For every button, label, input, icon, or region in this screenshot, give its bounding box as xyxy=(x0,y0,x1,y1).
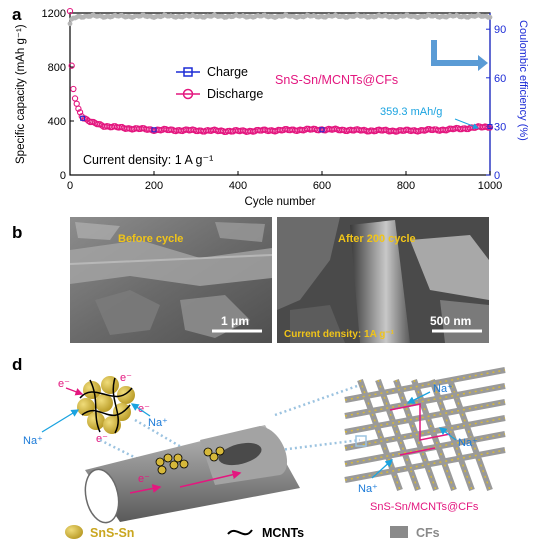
na-label-1: Na⁺ xyxy=(23,435,43,447)
sns-decoration xyxy=(377,379,419,491)
ce-axis-pointer-arrow xyxy=(431,40,488,71)
cf-strand xyxy=(344,367,506,403)
x-axis-label: Cycle number xyxy=(245,196,316,208)
mesh-callout-box xyxy=(355,435,367,447)
electron-path xyxy=(389,403,451,441)
sem-after-condition: Current density: 1A g⁻¹ xyxy=(284,329,395,340)
carbon-fiber-tube xyxy=(84,425,300,524)
na-arrow-1 xyxy=(41,409,80,433)
legend-cf-marker xyxy=(390,526,408,538)
cf-strand xyxy=(344,383,506,419)
electron-label-3: e⁻ xyxy=(138,403,150,415)
x-tick-label: 200 xyxy=(145,180,163,192)
legend-sns-label: SnS-Sn xyxy=(90,526,134,540)
cf-strand xyxy=(344,431,506,467)
discharge-point xyxy=(71,95,79,102)
sem-before-label: Before cycle xyxy=(118,233,183,245)
charge-point xyxy=(487,124,493,130)
na-arrow-2 xyxy=(130,403,151,417)
na-arrow-5 xyxy=(371,459,393,479)
legend-mcnt-label: MCNTs xyxy=(262,526,304,540)
current-density-label: Current density: 1 A g⁻¹ xyxy=(83,153,213,167)
y-tick-label-left: 0 xyxy=(60,170,66,182)
callout-line-3 xyxy=(274,383,361,417)
sem-image-before xyxy=(69,217,273,343)
electron-label-tube: e⁻ xyxy=(138,473,150,485)
capacity-annotation: 359.3 mAh/g xyxy=(380,106,442,118)
electron-label-4: e⁻ xyxy=(96,433,108,445)
cf-mesh-network xyxy=(344,367,506,492)
legend-discharge: Discharge xyxy=(207,87,263,101)
y-tick-label-left: 1200 xyxy=(42,8,66,20)
sns-decoration xyxy=(413,379,455,491)
sns-decoration xyxy=(449,379,491,491)
charge-point xyxy=(151,127,157,133)
charge-point xyxy=(80,115,86,121)
discharge-point xyxy=(75,105,82,112)
y-axis-label-left: Specific capacity (mAh g⁻¹) xyxy=(15,24,27,164)
panel-label-b: b xyxy=(12,223,22,242)
ce-point xyxy=(67,21,73,27)
cf-strand xyxy=(344,415,506,451)
legend-charge: Charge xyxy=(207,65,248,79)
charge-point xyxy=(319,127,325,133)
na-label-5: Na⁺ xyxy=(358,483,378,495)
na-label-2: Na⁺ xyxy=(148,417,168,429)
electron-path xyxy=(399,447,436,456)
panel-label-a: a xyxy=(12,5,22,24)
discharge-point xyxy=(68,62,75,69)
y-tick-label-left: 800 xyxy=(48,62,66,74)
scale-label-b: 1 μm xyxy=(221,314,249,328)
legend-marker-charge xyxy=(183,67,193,77)
plot-frame xyxy=(69,12,491,176)
callout-line-4 xyxy=(279,438,361,452)
y-axis-label-right: Coulombic efficiency (%) xyxy=(517,20,529,141)
x-tick-label: 600 xyxy=(313,180,331,192)
cf-strand xyxy=(344,447,506,483)
electron-label-1: e⁻ xyxy=(58,378,70,390)
sem-image-after xyxy=(277,217,489,343)
chart-legend: Charge Discharge xyxy=(176,65,263,101)
sns-decoration xyxy=(395,379,437,491)
discharge-point xyxy=(66,7,74,15)
ce-point xyxy=(487,14,493,20)
y-tick-label-right: 90 xyxy=(494,24,506,36)
x-tick-label: 1000 xyxy=(478,180,502,192)
capacity-chart: 0 200 400 600 800 1000 0 400 800 1200 0 30 60 90 xyxy=(42,7,506,192)
panel-label-d: d xyxy=(12,355,22,374)
sns-sn-cluster xyxy=(77,376,135,434)
legend-sns-marker xyxy=(65,525,83,539)
discharge-point xyxy=(70,85,77,93)
electron-label-2: e⁻ xyxy=(120,372,132,384)
na-arrow-3 xyxy=(406,391,431,404)
scale-label-c: 500 nm xyxy=(430,314,471,328)
series-label: SnS-Sn/MCNTs@CFs xyxy=(275,73,398,87)
na-label-4: Na⁺ xyxy=(458,437,478,449)
x-tick-label: 800 xyxy=(397,180,415,192)
na-arrow-4 xyxy=(438,427,457,441)
bottom-legend: SnS-Sn MCNTs CFs xyxy=(65,525,440,540)
annotation-arrow xyxy=(454,118,479,129)
legend-mcnt-marker xyxy=(227,529,253,536)
sem-after-label: After 200 cycle xyxy=(338,233,416,245)
x-tick-label: 0 xyxy=(67,180,73,192)
cf-strand xyxy=(344,399,506,435)
x-tick-label: 400 xyxy=(229,180,247,192)
na-label-3: Na⁺ xyxy=(433,383,453,395)
legend-marker-discharge xyxy=(182,88,194,100)
y-tick-label-right: 30 xyxy=(494,121,506,133)
y-tick-label-left: 400 xyxy=(48,116,66,128)
y-tick-label-right: 0 xyxy=(494,170,500,182)
electron-arrow-1 xyxy=(65,387,84,396)
legend-cf-label: CFs xyxy=(416,526,440,540)
composite-label: SnS-Sn/MCNTs@CFs xyxy=(370,501,479,513)
y-tick-label-right: 60 xyxy=(494,73,506,85)
